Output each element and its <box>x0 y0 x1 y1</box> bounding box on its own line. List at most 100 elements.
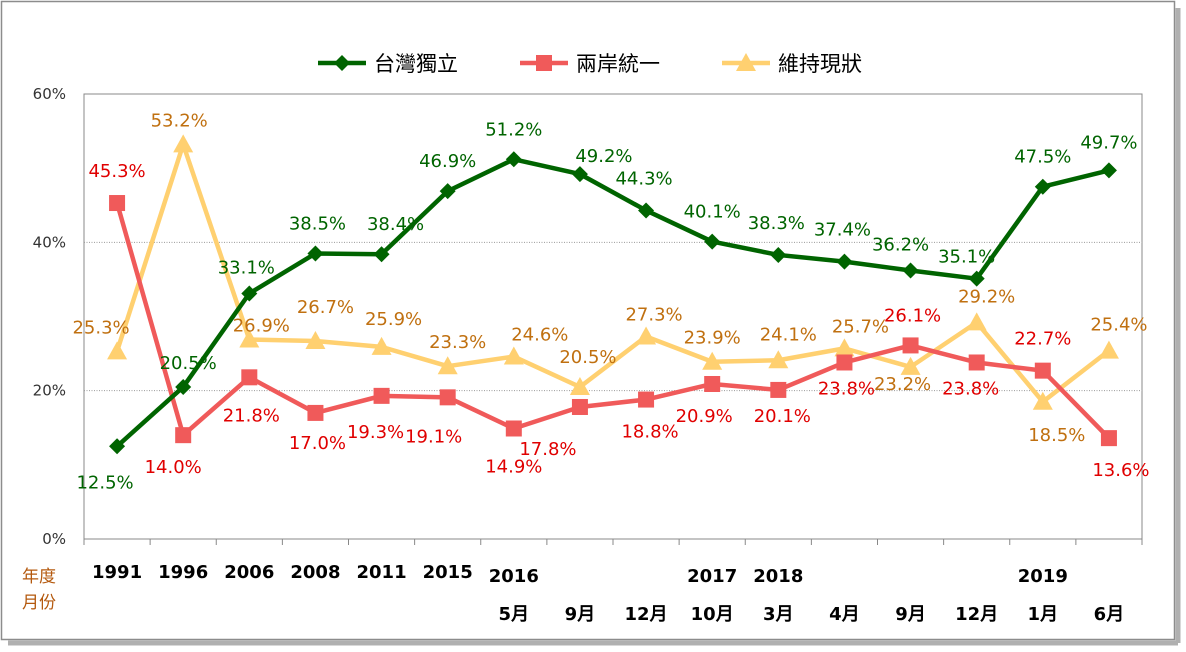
data-label: 23.3% <box>429 332 486 353</box>
data-point <box>307 245 324 262</box>
data-point <box>1098 340 1119 359</box>
data-point <box>439 183 456 200</box>
data-point <box>968 270 985 287</box>
data-label: 49.2% <box>575 146 632 167</box>
data-point <box>373 246 390 263</box>
data-label: 27.3% <box>625 305 682 326</box>
data-point <box>305 330 326 349</box>
y-tick-label: 20% <box>33 382 66 400</box>
data-label: 33.1% <box>218 258 275 279</box>
data-point <box>239 329 260 348</box>
x-year-label: 2011 <box>357 562 407 583</box>
data-point <box>768 350 789 369</box>
data-label: 36.2% <box>872 235 929 256</box>
x-year-label: 2016 <box>489 566 539 587</box>
data-label: 23.8% <box>818 378 875 399</box>
data-point <box>636 326 657 345</box>
series-square <box>109 195 1117 447</box>
data-label: 20.1% <box>754 406 811 427</box>
x-year-label: 2006 <box>224 562 274 583</box>
data-label: 38.3% <box>748 213 805 234</box>
x-year-label: 1991 <box>92 562 142 583</box>
x-month-label: 3月 <box>763 604 794 625</box>
legend-marker <box>334 55 350 71</box>
data-point <box>834 338 855 357</box>
data-label: 25.7% <box>832 316 889 337</box>
data-label: 47.5% <box>1014 147 1071 168</box>
data-label: 19.1% <box>405 426 462 447</box>
data-point <box>968 354 985 371</box>
data-point <box>371 336 392 355</box>
data-point <box>638 391 655 408</box>
y-tick-label: 0% <box>42 530 66 548</box>
data-point <box>571 398 588 415</box>
data-point <box>702 351 723 370</box>
data-point <box>175 378 192 395</box>
x-year-label: 2018 <box>753 566 803 587</box>
data-label: 22.7% <box>1014 329 1071 350</box>
data-point <box>836 253 853 270</box>
data-point <box>1034 178 1051 195</box>
data-point <box>307 404 324 421</box>
axis-note-year: 年度 <box>22 567 56 587</box>
x-month-label: 12月 <box>955 604 998 625</box>
data-labels: 12.5% 20.5% 33.1% 38.5% 38.4% 46.9% 51.2% 49.2%… <box>72 110 1149 493</box>
data-label: 26.1% <box>884 305 941 326</box>
data-label: 26.7% <box>297 297 354 318</box>
data-label: 21.8% <box>223 405 280 426</box>
data-label: 20.5% <box>559 347 616 368</box>
x-month-label: 5月 <box>499 604 530 625</box>
data-label: 35.1% <box>938 247 995 268</box>
data-label: 12.5% <box>76 472 133 493</box>
data-label: 25.9% <box>365 309 422 330</box>
data-point <box>770 381 787 398</box>
x-year-label: 2019 <box>1018 566 1068 587</box>
data-point <box>1034 362 1051 379</box>
data-label: 14.9% <box>485 456 542 477</box>
y-tick-label: 40% <box>33 233 66 251</box>
data-label: 19.3% <box>347 422 404 443</box>
outer-border <box>0 0 1176 641</box>
x-month-label: 9月 <box>895 604 926 625</box>
data-label: 40.1% <box>684 202 741 223</box>
data-label: 51.2% <box>485 119 542 140</box>
data-point <box>109 438 126 455</box>
x-year-label: 2008 <box>290 562 340 583</box>
legend-label: 兩岸統一 <box>576 52 660 76</box>
data-label: 38.5% <box>289 213 346 234</box>
data-label: 53.2% <box>151 110 208 131</box>
data-point <box>571 166 588 183</box>
x-month-label: 10月 <box>691 604 734 625</box>
series-line <box>115 157 1110 448</box>
data-point <box>900 356 921 375</box>
data-label: 38.4% <box>367 214 424 235</box>
x-month-label: 9月 <box>565 604 596 625</box>
data-point <box>241 369 258 386</box>
data-label: 20.9% <box>676 406 733 427</box>
legend-label: 台灣獨立 <box>374 52 458 76</box>
data-point <box>109 195 126 212</box>
data-label: 20.5% <box>160 353 217 374</box>
x-month-label: 6月 <box>1094 604 1125 625</box>
data-point <box>569 376 590 395</box>
data-label: 23.8% <box>942 378 999 399</box>
data-label: 18.5% <box>1028 425 1085 446</box>
data-label: 45.3% <box>88 161 145 182</box>
data-label: 25.4% <box>1090 315 1147 336</box>
data-point <box>505 151 522 168</box>
legend-label: 維持現狀 <box>778 52 862 76</box>
y-tick-label: 60% <box>33 85 66 103</box>
axis-note-month: 月份 <box>22 593 56 613</box>
data-label: 24.6% <box>511 325 568 346</box>
data-label: 23.9% <box>684 328 741 349</box>
series-triangle <box>107 134 1119 410</box>
legend-marker <box>736 53 756 71</box>
data-point <box>704 233 721 250</box>
data-label: 24.1% <box>760 324 817 345</box>
data-label: 25.3% <box>72 317 129 338</box>
series-line <box>114 202 1111 440</box>
x-month-label: 4月 <box>829 604 860 625</box>
data-label: 17.8% <box>519 439 576 460</box>
x-axis: 1991 1996 2006 2008 2011 2015 2016 2017 2018 2019… <box>83 539 1143 625</box>
